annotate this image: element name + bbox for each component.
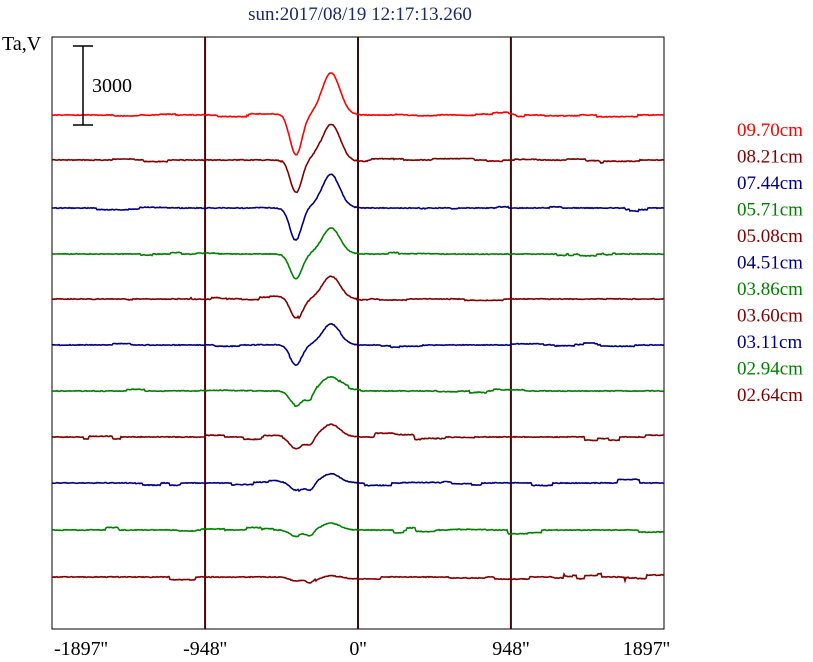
series-line-08.21cm <box>51 123 665 194</box>
legend-entry-03.86cm: 03.86cm <box>737 279 803 300</box>
series-line-07.44cm <box>51 173 665 242</box>
legend-entry-05.08cm: 05.08cm <box>737 226 803 247</box>
legend-entry-02.94cm: 02.94cm <box>737 359 803 380</box>
scale-bar: 3000 <box>73 45 132 126</box>
series-line-03.11cm <box>51 472 665 492</box>
x-tick-label-0: -1897'' <box>54 638 108 660</box>
y-axis-label: Ta,V <box>2 33 42 55</box>
x-tick-labels: -1897'' -948'' 0'' 948'' 1897'' <box>54 638 670 660</box>
series-line-09.70cm <box>51 72 665 156</box>
series-line-03.86cm <box>51 375 665 407</box>
legend: 09.70cm 08.21cm 07.44cm 05.71cm 05.08cm 04.51… <box>737 120 803 406</box>
x-tick-label-1: -948'' <box>183 638 227 660</box>
x-tick-label-4: 1897'' <box>623 638 670 660</box>
vertical-lines <box>204 37 512 629</box>
series-line-03.60cm <box>51 423 665 450</box>
series-line-04.51cm <box>52 322 665 367</box>
legend-entry-09.70cm: 09.70cm <box>737 120 803 141</box>
series-line-02.94cm <box>51 522 665 538</box>
legend-entry-05.71cm: 05.71cm <box>737 200 803 221</box>
scale-bar-label: 3000 <box>92 75 132 97</box>
chart-title: sun:2017/08/19 12:17:13.260 <box>248 4 472 25</box>
legend-entry-07.44cm: 07.44cm <box>737 173 803 194</box>
x-tick-label-2: 0'' <box>349 638 366 660</box>
series-line-05.71cm <box>51 227 665 280</box>
series-line-02.64cm <box>52 572 665 584</box>
legend-entry-08.21cm: 08.21cm <box>737 147 803 168</box>
x-tick-label-3: 948'' <box>492 638 529 660</box>
series-line-05.08cm <box>51 275 665 320</box>
legend-entry-04.51cm: 04.51cm <box>737 253 803 274</box>
series-group <box>51 72 665 584</box>
legend-entry-03.11cm: 03.11cm <box>737 332 802 353</box>
legend-entry-02.64cm: 02.64cm <box>737 385 803 406</box>
legend-entry-03.60cm: 03.60cm <box>737 306 803 327</box>
